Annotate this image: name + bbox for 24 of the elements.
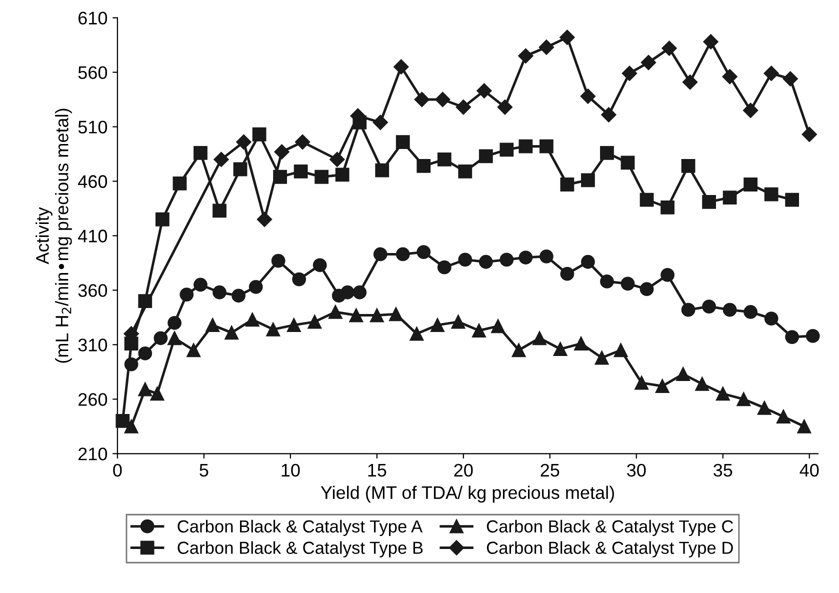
y-tick-label: 310 — [78, 338, 108, 352]
x-tick-label: 20 — [454, 464, 473, 477]
x-tick-label: 35 — [714, 464, 732, 477]
legend-label: Carbon Black & Catalyst Type A — [178, 520, 423, 536]
y-tick-label: 360 — [78, 284, 108, 297]
x-tick-label: 40 — [800, 464, 819, 477]
x-tick-label: 10 — [282, 464, 300, 477]
y-tick-label: 260 — [78, 393, 108, 406]
x-axis-title: Yield (MT of TDA/ kg precious metal) — [320, 486, 614, 503]
y-tick-label: 410 — [78, 230, 108, 242]
text: Activity (mL H$_{2}$/min•mg precious metal) — [36, 108, 72, 363]
legend-label: Carbon Black & Catalyst Type B — [178, 541, 423, 558]
y-tick-label: 560 — [78, 66, 108, 79]
y-tick-label: 210 — [78, 448, 108, 460]
x-tick-label: 25 — [540, 464, 560, 477]
y-tick-label: 610 — [78, 12, 108, 25]
x-tick-label: 0 — [113, 464, 122, 477]
y-tick-label: 510 — [78, 120, 108, 134]
legend-label: Carbon Black & Catalyst Type C — [486, 520, 734, 536]
y-tick-label: 460 — [78, 175, 108, 188]
x-tick-label: 5 — [200, 464, 208, 477]
legend-label: Carbon Black & Catalyst Type D — [486, 541, 733, 558]
x-tick-label: 15 — [368, 464, 386, 477]
x-tick-label: 30 — [627, 464, 646, 477]
